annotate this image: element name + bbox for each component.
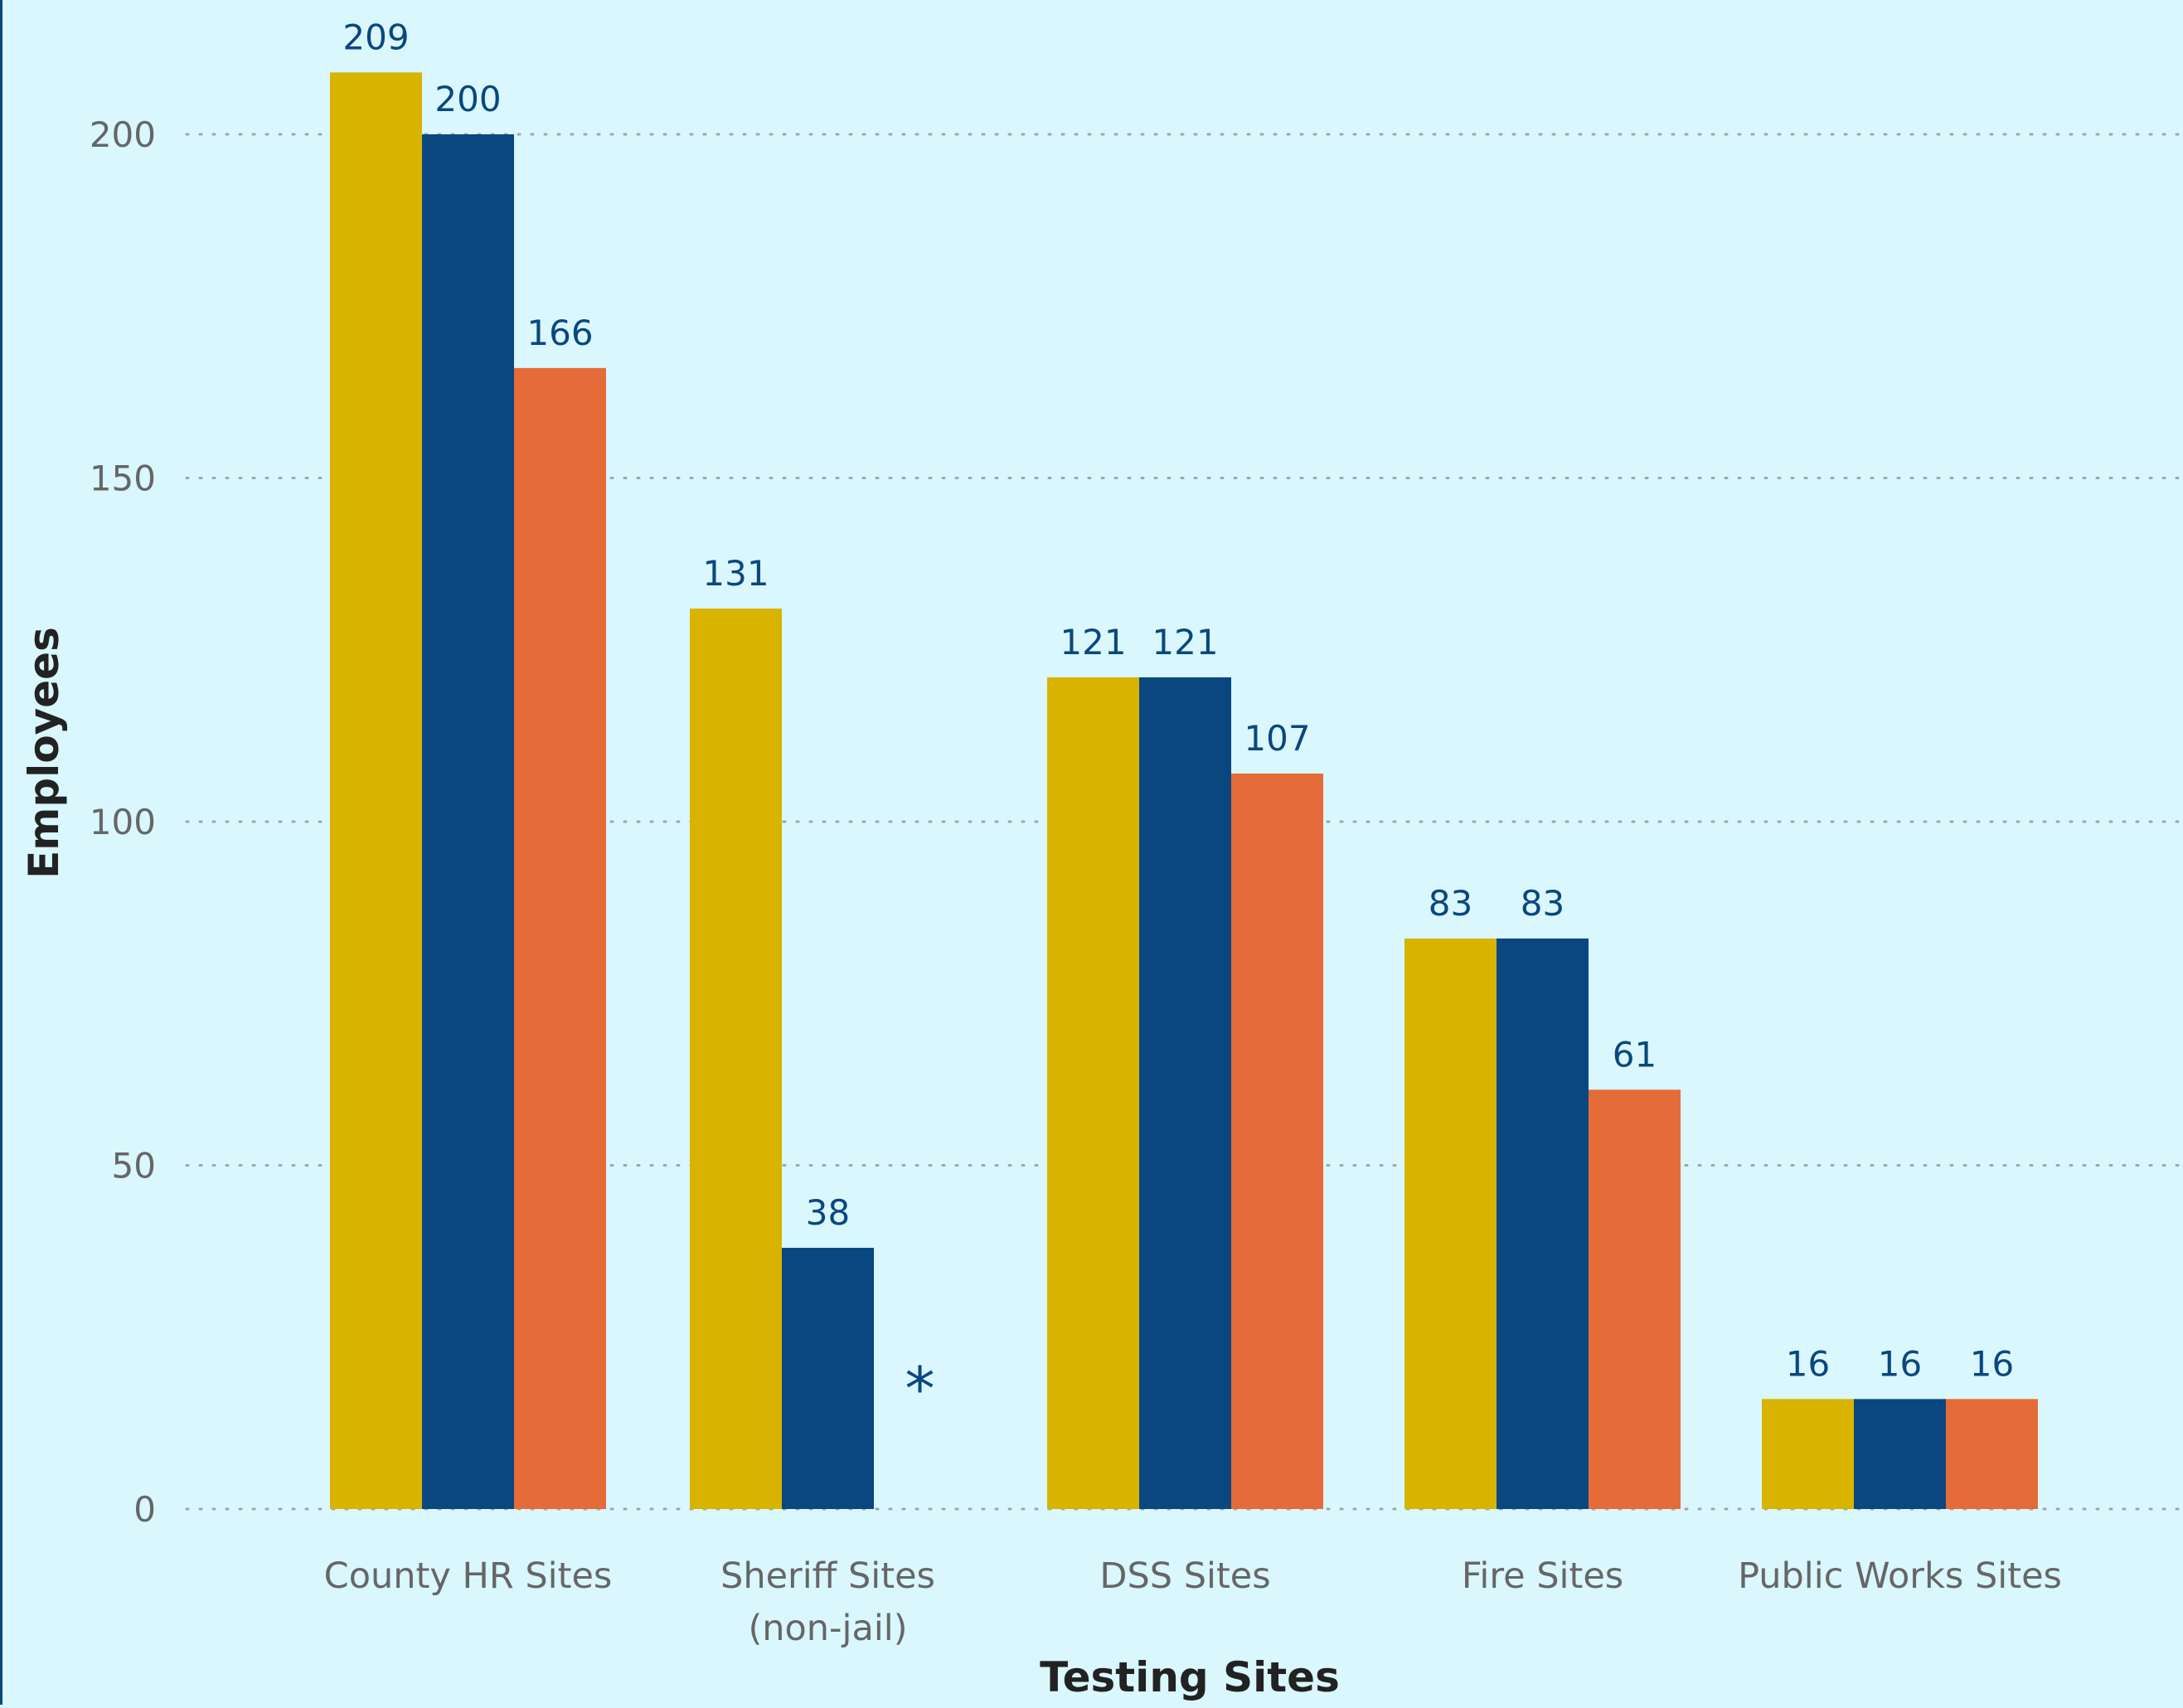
data-label: 61: [1613, 1034, 1657, 1075]
data-label: 83: [1521, 883, 1564, 924]
x-axis-title: Testing Sites: [1040, 1653, 1340, 1701]
bar: [690, 609, 782, 1509]
data-label: 16: [1970, 1343, 2014, 1384]
x-tick-label: County HR Sites: [324, 1555, 613, 1597]
bar: [1762, 1399, 1854, 1509]
data-label: 16: [1786, 1343, 1830, 1384]
missing-value-marker: *: [905, 1354, 935, 1424]
data-label: 121: [1060, 622, 1126, 662]
data-label: 131: [702, 553, 769, 594]
bar: [514, 367, 606, 1509]
y-tick-label: 100: [90, 802, 156, 842]
bar: [1404, 938, 1497, 1509]
data-label: 83: [1429, 883, 1472, 924]
x-tick-label: DSS Sites: [1099, 1555, 1270, 1597]
x-tick-label: Sheriff Sites: [720, 1555, 935, 1597]
bar: [1047, 677, 1139, 1509]
x-tick-label: Fire Sites: [1462, 1555, 1623, 1597]
bar: [782, 1247, 874, 1509]
x-tick-label: (non-jail): [748, 1608, 907, 1649]
data-label: 38: [806, 1192, 850, 1233]
bar: [1854, 1399, 1946, 1509]
data-label: 121: [1152, 622, 1218, 662]
data-label: 16: [1878, 1343, 1922, 1384]
bar: [330, 72, 422, 1509]
bar: [1231, 773, 1323, 1509]
bar: [422, 134, 514, 1509]
bar: [1589, 1089, 1681, 1509]
bar: [1497, 938, 1589, 1509]
data-label: 107: [1244, 718, 1310, 759]
x-tick-label: Public Works Sites: [1738, 1555, 2062, 1597]
bar: [1946, 1399, 2038, 1509]
left-border: [0, 0, 2, 1705]
y-tick-label: 150: [90, 459, 156, 499]
y-axis-title: Employees: [20, 627, 68, 879]
data-label: 166: [526, 313, 593, 353]
y-tick-label: 0: [133, 1489, 156, 1530]
data-label: 200: [434, 79, 501, 119]
y-tick-label: 50: [112, 1146, 156, 1186]
y-tick-label: 200: [90, 114, 156, 155]
bar: [1139, 677, 1231, 1509]
data-label: 209: [342, 17, 409, 57]
